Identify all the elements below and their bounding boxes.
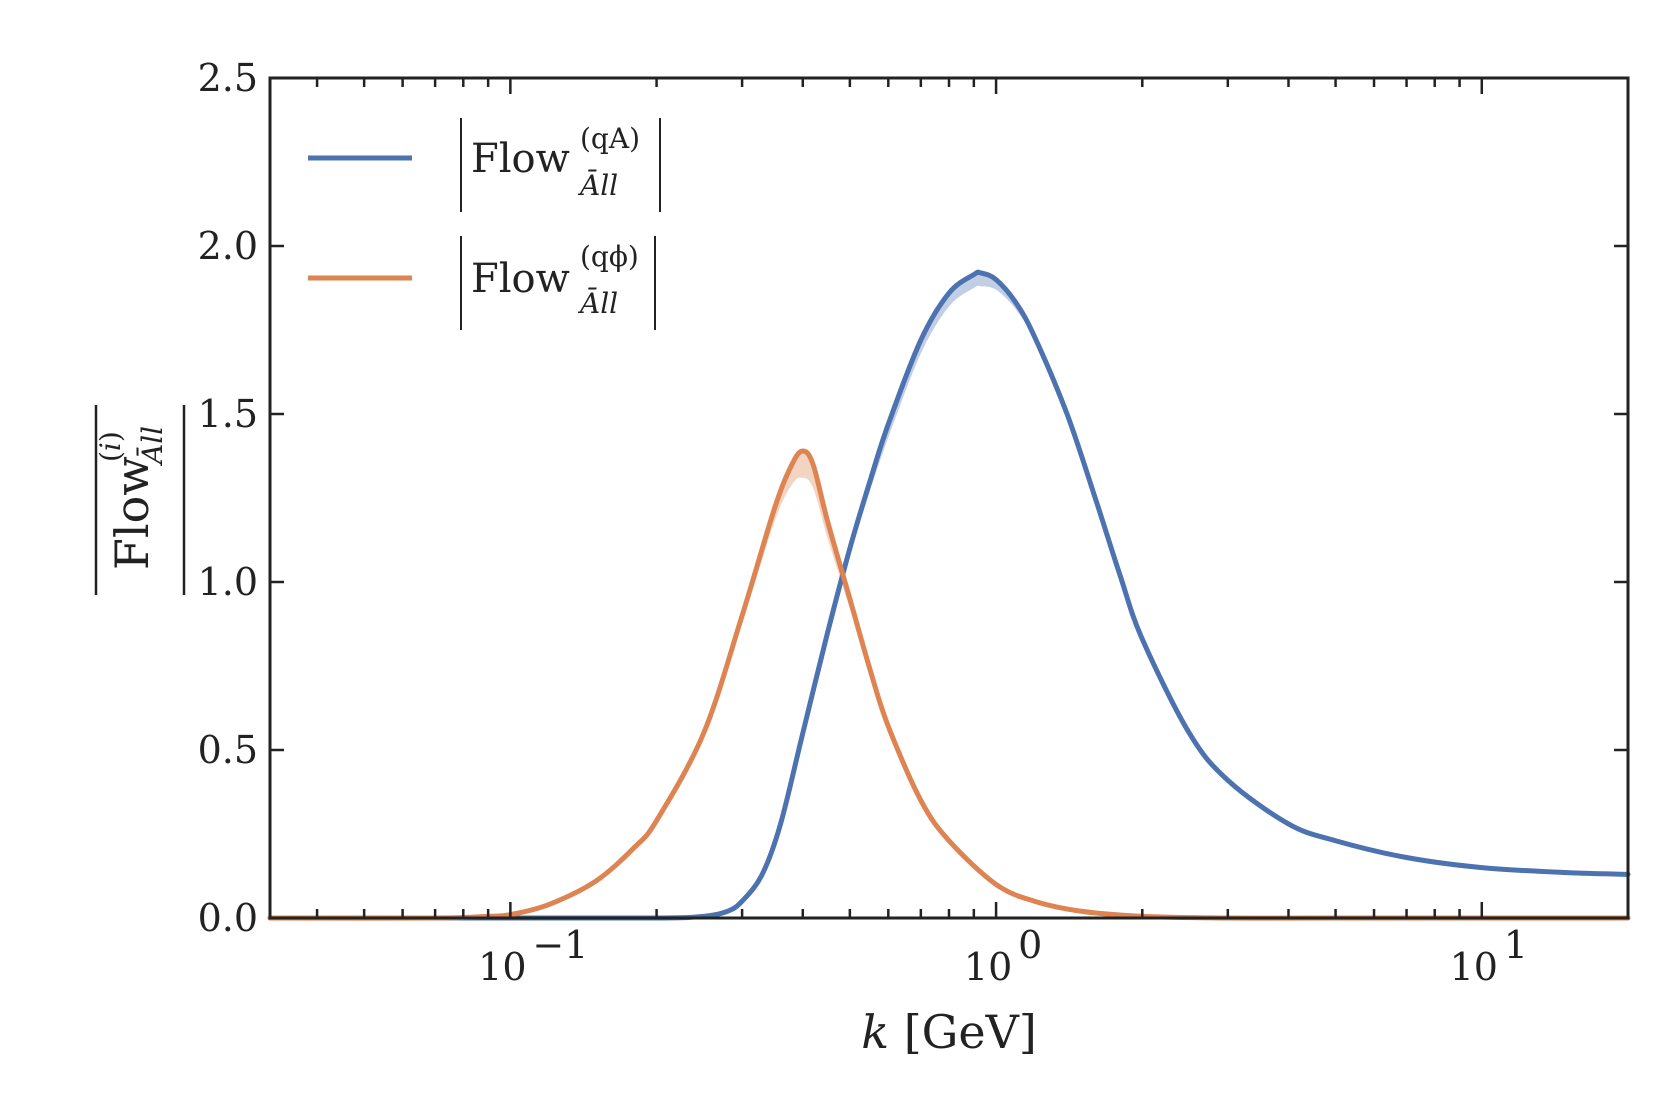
- xtick-exponent: −1: [532, 923, 588, 967]
- y-tick-labels: 0.0 0.5 1.0 1.5 2.0 2.5: [198, 56, 258, 940]
- xtick-label: 10: [964, 945, 1012, 989]
- legend-sup-qA: (qA): [580, 122, 640, 155]
- legend-sup-qphi: (qϕ): [580, 240, 639, 273]
- ytick-label: 0.5: [198, 728, 258, 772]
- xtick-label: 10: [478, 945, 526, 989]
- y-label-main: Flow: [105, 456, 159, 570]
- xtick-exponent: 0: [1018, 923, 1042, 967]
- plot-frame: [268, 76, 1630, 920]
- x-tick-labels: 10 −1 10 0 10 1: [478, 923, 1528, 989]
- y-label-sup: (i): [94, 431, 127, 462]
- ytick-label: 0.0: [198, 896, 258, 940]
- series-lines: [267, 269, 1631, 921]
- ytick-label: 1.5: [198, 392, 258, 436]
- legend-main-qphi: Flow: [471, 256, 570, 302]
- legend-main-qA: Flow: [471, 136, 570, 182]
- ytick-label: 2.5: [198, 56, 258, 100]
- y-axis-label: Flow (i) Āll: [94, 405, 186, 595]
- legend-sub-qphi: Āll: [577, 287, 618, 320]
- legend: Flow (qA) Āll Flow (qϕ) Āll: [308, 118, 661, 330]
- legend-entry-qA: Flow (qA) Āll: [308, 118, 661, 212]
- xtick-exponent: 1: [1504, 923, 1528, 967]
- ytick-label: 2.0: [198, 224, 258, 268]
- xtick-label: 10: [1450, 945, 1498, 989]
- line-series-1: [267, 448, 1631, 921]
- legend-entry-qphi: Flow (qϕ) Āll: [308, 236, 656, 330]
- legend-sub-qA: Āll: [577, 169, 618, 202]
- x-axis-label: k [GeV]: [861, 1005, 1037, 1059]
- ytick-label: 1.0: [198, 560, 258, 604]
- line-series-0: [267, 269, 1631, 921]
- y-label-sub: Āll: [136, 426, 169, 467]
